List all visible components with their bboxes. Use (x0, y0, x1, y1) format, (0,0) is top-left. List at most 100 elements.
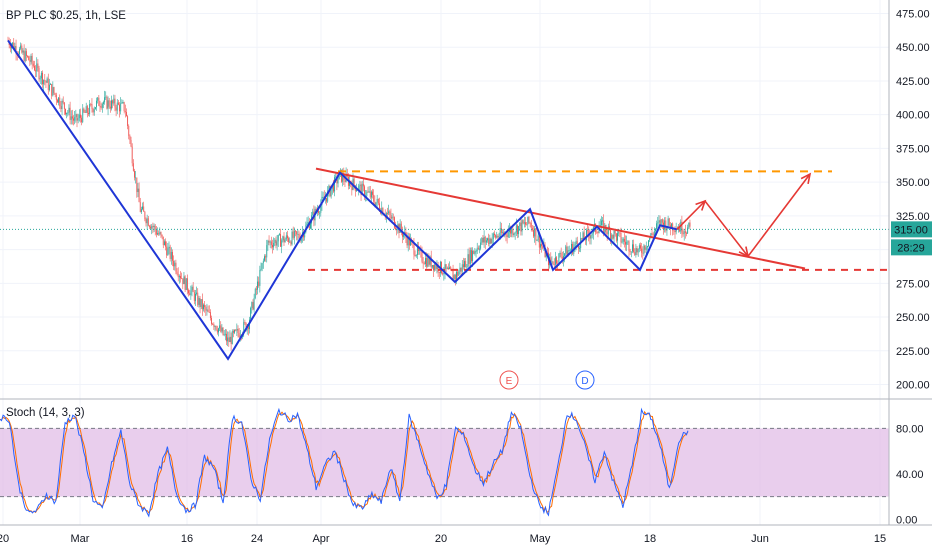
candle (423, 261, 425, 265)
candle (199, 295, 201, 314)
descending-trendline[interactable] (315, 167, 806, 270)
candle (583, 226, 585, 240)
candle (602, 217, 603, 226)
candle (330, 188, 332, 199)
candle (276, 234, 278, 251)
candle (644, 245, 646, 253)
candle (390, 208, 392, 221)
candle (280, 228, 281, 247)
candle (684, 224, 686, 239)
candle (477, 245, 479, 251)
candle (282, 235, 284, 243)
candle (235, 329, 237, 332)
grid-lines (0, 0, 889, 525)
candle (92, 107, 94, 116)
candle (55, 92, 57, 106)
candle (622, 237, 624, 245)
time-tick-label: 18 (644, 533, 656, 545)
candle (19, 46, 20, 56)
candle (259, 265, 261, 293)
candle (252, 299, 254, 311)
candle (139, 197, 141, 213)
candle (180, 271, 181, 283)
candle (533, 225, 534, 239)
candle (231, 329, 233, 345)
candle (376, 194, 378, 208)
price-tick-label: 200.00 (896, 380, 930, 392)
candle (43, 79, 45, 91)
candle (568, 245, 570, 253)
candle (531, 224, 533, 232)
candle (50, 82, 51, 85)
projection-arrow-path[interactable] (676, 173, 811, 258)
candle (145, 217, 147, 227)
candle (511, 227, 513, 238)
stoch-axis[interactable]: 0.00 40.00 80.00 (896, 423, 924, 526)
symbol-legend[interactable]: BP PLC $0.25, 1h, LSE (6, 10, 126, 22)
candle (683, 229, 685, 241)
price-tick-label: 275.00 (896, 278, 930, 290)
candle (400, 221, 402, 236)
candle (219, 318, 221, 332)
candle (159, 227, 161, 236)
candle (183, 271, 185, 285)
candle (459, 262, 461, 275)
candle (479, 245, 480, 254)
candle (296, 231, 298, 241)
candle (607, 223, 609, 239)
candle (659, 215, 661, 231)
zigzag-pattern-line[interactable] (7, 39, 678, 361)
time-axis[interactable]: 20 Mar 16 24 Apr 20 May 18 Jun 15 (0, 533, 886, 545)
price-axis[interactable]: 200.00225.00250.00275.00300.00325.00350.… (896, 8, 930, 391)
earnings-event-badge[interactable]: E (499, 370, 519, 390)
candle (222, 327, 224, 336)
candle (535, 228, 537, 246)
candle (621, 237, 623, 244)
stoch-legend[interactable]: Stoch (14, 3, 3) (6, 407, 85, 419)
candle (97, 96, 99, 104)
candle (688, 222, 690, 230)
candle (153, 223, 155, 233)
candle (154, 224, 156, 236)
candle (283, 232, 285, 246)
candle (140, 206, 142, 215)
candle (613, 229, 615, 245)
candle (506, 231, 508, 244)
candle (101, 102, 103, 113)
symbol-title: BP PLC $0.25, 1h, LSE (6, 10, 126, 22)
candle (665, 217, 667, 233)
candle (494, 230, 495, 238)
candle (132, 159, 134, 172)
time-tick-label: Mar (71, 533, 90, 545)
time-tick-label: 16 (181, 533, 193, 545)
price-tick-label: 375.00 (896, 143, 930, 155)
candle (251, 301, 253, 314)
time-tick-label: 20 (435, 533, 447, 545)
candle (527, 216, 529, 231)
candle (172, 249, 173, 267)
candle (490, 237, 492, 245)
candle (462, 257, 464, 270)
candle (184, 275, 186, 292)
candle (629, 248, 631, 255)
candle (628, 240, 630, 257)
earnings-badge-label: E (506, 376, 513, 387)
candle (442, 271, 444, 276)
candle (96, 97, 97, 111)
candle (403, 233, 405, 240)
candle (40, 71, 42, 85)
dividend-event-badge[interactable]: D (575, 370, 595, 390)
candle (15, 39, 17, 61)
candle (452, 264, 454, 280)
candle (297, 229, 299, 241)
candle (166, 241, 168, 259)
main-chart-panel[interactable] (0, 0, 889, 398)
candle (226, 329, 227, 346)
candle (295, 229, 296, 237)
candle (521, 218, 523, 236)
candle (673, 228, 675, 235)
candle (681, 215, 683, 239)
candle (596, 229, 598, 234)
candle (66, 112, 68, 119)
